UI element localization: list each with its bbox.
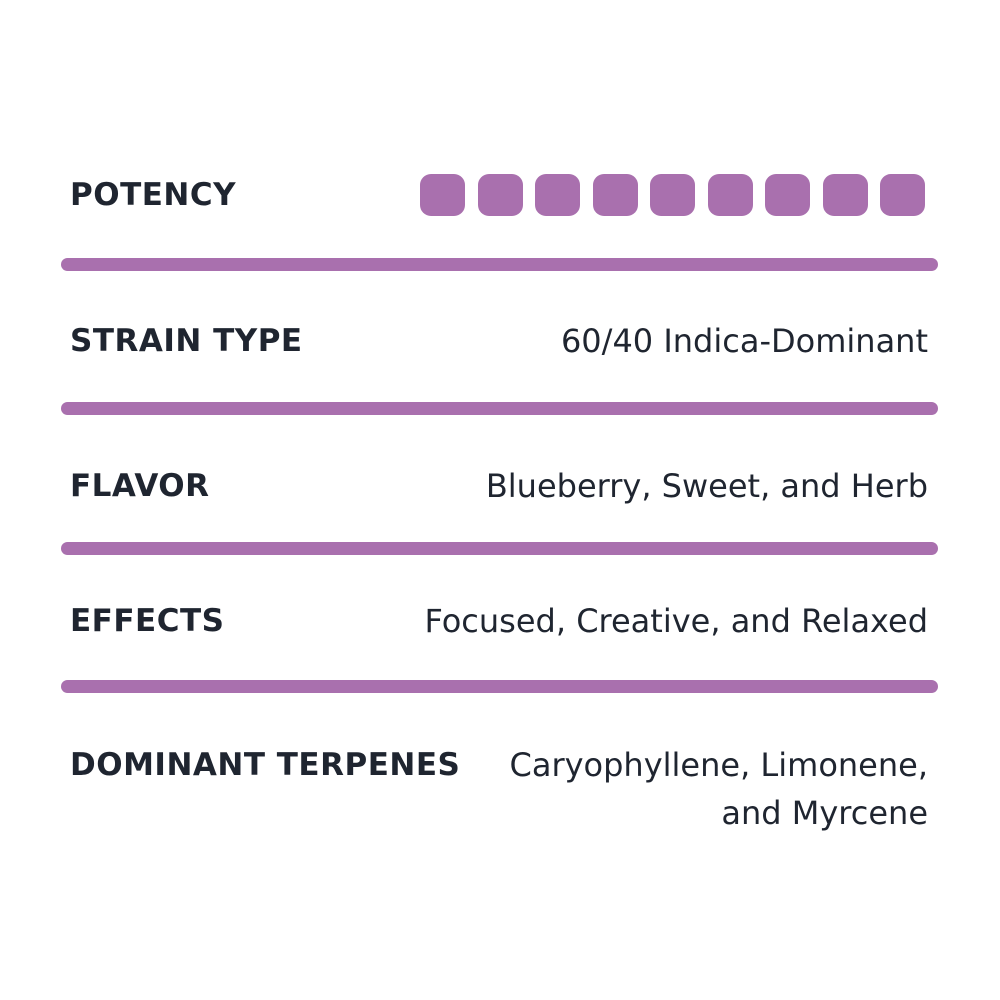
terpenes-value-line: Caryophyllene, Limonene, [509,746,928,784]
flavor-label: FLAVOR [70,468,210,504]
divider [61,402,938,415]
potency-meter [420,174,925,216]
strain-type-label: STRAIN TYPE [70,323,303,359]
divider [61,542,938,555]
terpenes-value: Caryophyllene, Limonene, and Myrcene [509,741,928,837]
potency-dot [420,174,465,216]
potency-dot [765,174,810,216]
strain-type-value: 60/40 Indica-Dominant [560,322,928,360]
potency-dot [535,174,580,216]
potency-label: POTENCY [70,177,237,213]
flavor-value: Blueberry, Sweet, and Herb [485,467,928,505]
potency-dot [477,174,523,216]
potency-dot [592,174,638,216]
potency-dot [650,174,695,216]
potency-dot [880,174,925,216]
effects-value: Focused, Creative, and Relaxed [424,602,928,640]
divider [61,680,938,693]
terpenes-value-line: and Myrcene [721,794,928,832]
effects-label: EFFECTS [70,603,225,639]
divider [61,258,938,271]
potency-dot [822,174,868,216]
terpenes-label: DOMINANT TERPENES [70,747,461,783]
potency-dot [707,174,753,216]
